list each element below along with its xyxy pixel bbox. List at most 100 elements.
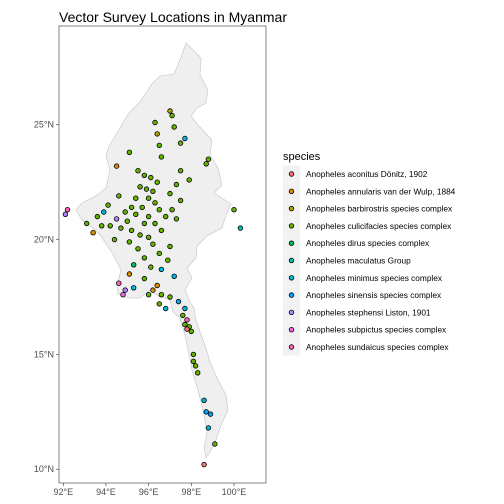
survey-point: [205, 425, 212, 431]
survey-point: [154, 282, 160, 289]
survey-point: [169, 112, 175, 119]
legend-label: Anopheles maculatus Group: [306, 256, 411, 266]
survey-point: [177, 197, 184, 204]
survey-point: [167, 190, 173, 197]
survey-point: [141, 255, 148, 261]
survey-point: [116, 193, 122, 199]
survey-point: [113, 216, 120, 222]
survey-point: [171, 124, 177, 130]
survey-point: [205, 156, 212, 162]
survey-point: [231, 206, 237, 213]
survey-point: [126, 149, 133, 155]
survey-point: [64, 206, 71, 213]
survey-point: [130, 285, 137, 291]
legend-label: Anopheles dirus species complex: [306, 238, 430, 248]
survey-point: [62, 211, 69, 217]
survey-point: [169, 206, 175, 213]
legend: species Anopheles aconitus Dönitz, 1902 A…: [283, 151, 456, 356]
survey-point: [203, 161, 209, 167]
legend-label: Anopheles culicifacies species complex: [306, 221, 452, 231]
survey-point: [156, 142, 162, 149]
survey-point: [122, 287, 128, 293]
x-tick-label: 94°E: [96, 487, 116, 497]
survey-point: [145, 213, 152, 220]
x-axis: 92°E 94°E 96°E 98°E 100°E: [53, 483, 246, 497]
legend-label: Anopheles sinensis species complex: [306, 290, 442, 300]
survey-point: [135, 167, 141, 174]
survey-point: [145, 234, 152, 240]
survey-point: [167, 108, 173, 114]
survey-point: [137, 232, 143, 238]
legend-key: [288, 205, 295, 212]
survey-point: [190, 358, 197, 364]
legend-key: [288, 275, 295, 281]
survey-point: [158, 154, 165, 160]
survey-point: [107, 223, 113, 229]
survey-point: [154, 179, 160, 185]
survey-point: [175, 298, 182, 305]
survey-point: [152, 200, 158, 206]
legend-label: Anopheles sundaicus species complex: [306, 342, 449, 352]
y-tick-label: 10°N: [34, 464, 54, 474]
survey-point: [94, 213, 101, 220]
legend-label: Anopheles annularis van der Wulp, 1884: [306, 186, 456, 196]
survey-point: [162, 213, 169, 220]
survey-point: [201, 397, 207, 403]
legend-title: species: [283, 151, 321, 163]
x-tick-label: 96°E: [139, 487, 159, 497]
survey-point: [141, 172, 148, 178]
legend-key: [288, 223, 295, 229]
survey-point: [165, 257, 171, 263]
legend-label: Anopheles subpictus species complex: [306, 325, 447, 335]
survey-point: [167, 243, 173, 250]
survey-point: [137, 184, 143, 190]
survey-point: [124, 218, 130, 224]
survey-point: [182, 135, 188, 142]
survey-point: [158, 266, 165, 273]
survey-point: [201, 461, 207, 468]
survey-point: [177, 140, 184, 146]
survey-point: [194, 370, 201, 376]
survey-point: [120, 292, 126, 298]
survey-point: [122, 209, 128, 215]
survey-point: [156, 301, 162, 307]
survey-point: [237, 225, 244, 231]
survey-point: [154, 131, 160, 137]
survey-point: [171, 273, 177, 279]
survey-point: [180, 312, 186, 319]
survey-point: [156, 206, 162, 213]
survey-point: [162, 305, 169, 312]
chart-title: Vector Survey Locations in Myanmar: [59, 9, 287, 25]
survey-point: [150, 287, 156, 293]
legend-key: [288, 292, 295, 298]
survey-point: [207, 411, 214, 417]
x-tick-label: 98°E: [181, 487, 201, 497]
survey-point: [184, 326, 190, 332]
survey-point: [188, 328, 194, 335]
legend-key: [288, 344, 295, 350]
survey-point: [203, 409, 209, 415]
survey-point: [212, 441, 218, 447]
survey-point: [190, 351, 197, 358]
survey-point: [118, 225, 124, 231]
survey-point: [105, 202, 111, 208]
survey-point: [139, 204, 145, 211]
survey-point: [182, 321, 188, 328]
survey-point: [126, 271, 133, 277]
survey-point: [158, 292, 165, 298]
survey-point: [135, 246, 141, 252]
survey-point: [184, 317, 190, 323]
survey-point: [167, 294, 173, 300]
legend-key: [288, 309, 295, 316]
survey-point: [177, 167, 184, 174]
survey-point: [186, 177, 192, 183]
survey-point: [158, 227, 165, 234]
y-axis: 10°N 15°N 20°N 25°N: [34, 120, 59, 474]
legend-key: [288, 240, 295, 246]
legend-key: [288, 327, 295, 333]
survey-point: [113, 163, 120, 169]
survey-point: [150, 241, 156, 247]
survey-point: [173, 181, 180, 188]
survey-point: [148, 174, 154, 181]
